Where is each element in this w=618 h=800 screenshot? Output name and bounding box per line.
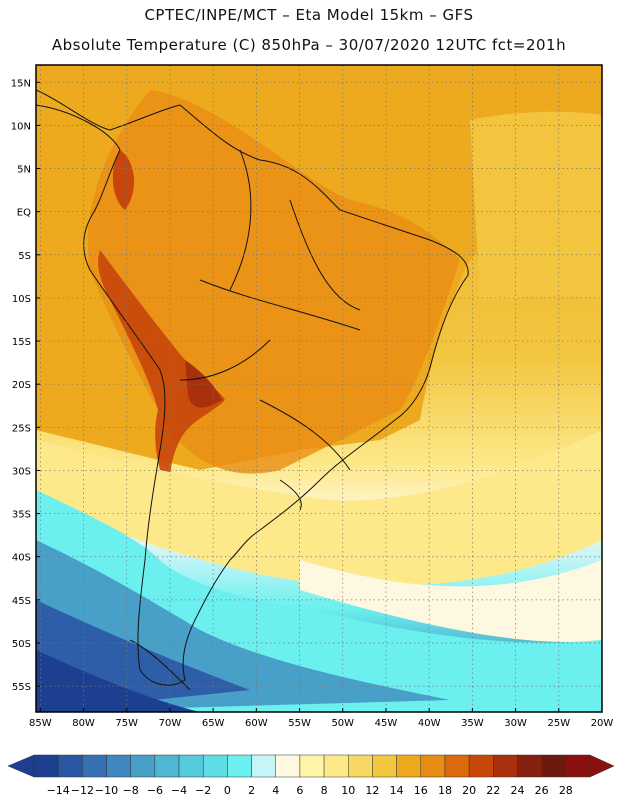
- lon-tick-label: 70W: [159, 718, 182, 729]
- colorbar-tick-label: −6: [147, 784, 163, 797]
- lon-tick-label: 20W: [591, 718, 614, 729]
- lat-tick-label: EQ: [17, 208, 31, 219]
- lat-tick-label: 45S: [12, 596, 31, 607]
- lat-tick-label: 40S: [12, 553, 31, 564]
- lon-tick-label: 50W: [331, 718, 354, 729]
- colorbar-bin: [82, 754, 107, 778]
- lon-tick-label: 60W: [245, 718, 268, 729]
- colorbar-bin: [251, 754, 276, 778]
- colorbar-bin: [493, 754, 518, 778]
- colorbar-bin: [227, 754, 252, 778]
- chart-title-line1: CPTEC/INPE/MCT – Eta Model 15km – GFS: [144, 6, 474, 24]
- colorbar-tick-label: 24: [510, 784, 524, 797]
- colorbar-tick-label: −10: [95, 784, 118, 797]
- colorbar-tick-label: −2: [195, 784, 211, 797]
- colorbar-bin: [541, 754, 567, 778]
- colorbar-tick-label: 10: [341, 784, 355, 797]
- colorbar-bin: [33, 754, 59, 778]
- colorbar-tick-label: −12: [71, 784, 94, 797]
- lon-tick-label: 65W: [202, 718, 225, 729]
- lat-tick-label: 55S: [12, 682, 31, 693]
- colorbar-bin: [517, 754, 542, 778]
- colorbar-tick-label: 26: [535, 784, 549, 797]
- colorbar-bin: [154, 754, 180, 778]
- colorbar-tick-label: 2: [248, 784, 255, 797]
- colorbar-tick-label: 14: [390, 784, 404, 797]
- colorbar-bin: [130, 754, 156, 778]
- colorbar-tick-label: −8: [123, 784, 139, 797]
- lat-tick-label: 5S: [18, 251, 31, 262]
- temperature-field: [36, 65, 602, 712]
- colorbar-bin: [323, 754, 349, 778]
- colorbar-tick-label: 4: [272, 784, 279, 797]
- colorbar: [7, 754, 615, 778]
- colorbar-tick-label: 8: [321, 784, 328, 797]
- lon-tick-label: 40W: [418, 718, 441, 729]
- colorbar-tick-label: 0: [224, 784, 231, 797]
- colorbar-bin: [57, 754, 83, 778]
- colorbar-tick-label: −4: [171, 784, 187, 797]
- colorbar-tick-label: 28: [559, 784, 573, 797]
- colorbar-tick-label: 16: [414, 784, 428, 797]
- lat-tick-label: 35S: [12, 510, 31, 521]
- lon-tick-label: 25W: [547, 718, 570, 729]
- longitude-labels: 85W 80W 75W 70W 65W 60W 55W 50W 45W 40W 35W 30W 25W 2…: [29, 708, 613, 729]
- colorbar-min-arrow: [7, 754, 35, 778]
- lat-tick-label: 50S: [12, 639, 31, 650]
- colorbar-bin: [106, 754, 131, 778]
- lon-tick-label: 45W: [375, 718, 398, 729]
- lat-tick-label: 30S: [12, 466, 31, 477]
- colorbar-bin: [468, 754, 494, 778]
- colorbar-bin: [178, 754, 204, 778]
- colorbar-bin: [420, 754, 446, 778]
- colorbar-bin: [348, 754, 373, 778]
- lon-tick-label: 35W: [461, 718, 484, 729]
- colorbar-labels: −14 −12 −10 −8 −6 −4 −2 0 2 4 6 8 10 12 14 16 18 20 22 24 26…: [47, 784, 573, 797]
- lon-tick-label: 75W: [115, 718, 138, 729]
- colorbar-bin: [372, 754, 397, 778]
- chart-title-line2: Absolute Temperature (C) 850hPa – 30/07/…: [51, 36, 567, 54]
- colorbar-tick-label: 12: [365, 784, 379, 797]
- lat-tick-label: 20S: [12, 380, 31, 391]
- colorbar-bin: [299, 754, 325, 778]
- colorbar-bin: [202, 754, 228, 778]
- colorbar-tick-label: −14: [47, 784, 70, 797]
- lon-tick-label: 85W: [29, 718, 52, 729]
- map-frame: [35, 64, 603, 713]
- colorbar-max-arrow: [589, 754, 615, 778]
- lon-tick-label: 30W: [504, 718, 527, 729]
- colorbar-tick-label: 6: [296, 784, 303, 797]
- lat-tick-label: 10N: [11, 121, 31, 132]
- colorbar-bin: [275, 754, 301, 778]
- colorbar-bin: [396, 754, 422, 778]
- latitude-labels: 15N 10N 5N EQ 5S 10S 15S 20S 25S 30S 35S 40S 45S 50S 5…: [11, 78, 40, 693]
- lat-tick-label: 15S: [12, 337, 31, 348]
- lat-tick-label: 15N: [11, 78, 31, 89]
- lat-tick-label: 5N: [17, 165, 31, 176]
- lon-tick-label: 80W: [72, 718, 95, 729]
- lon-tick-label: 55W: [288, 718, 311, 729]
- colorbar-tick-label: 22: [486, 784, 500, 797]
- lat-tick-label: 25S: [12, 423, 31, 434]
- colorbar-bin: [444, 754, 470, 778]
- lat-tick-label: 10S: [12, 294, 31, 305]
- colorbar-tick-label: 20: [462, 784, 476, 797]
- colorbar-tick-label: 18: [438, 784, 452, 797]
- colorbar-bin: [565, 754, 591, 778]
